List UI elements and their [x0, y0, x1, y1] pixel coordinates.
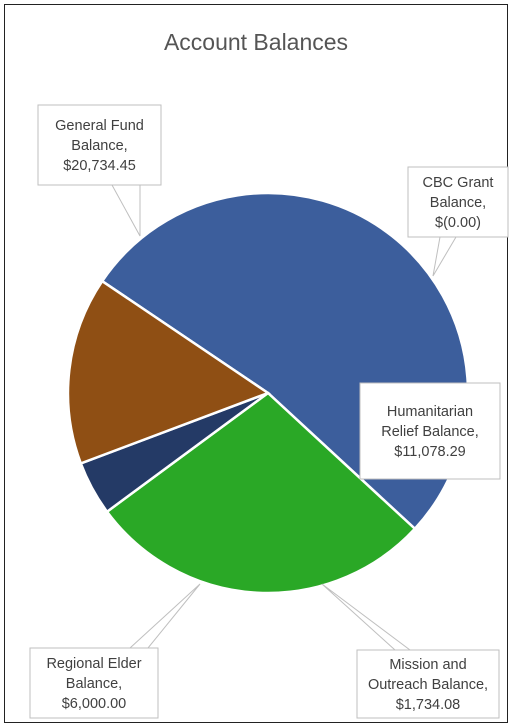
callout-text-line: Balance,: [66, 676, 122, 692]
callout-text-line: General Fund: [55, 118, 144, 134]
callout-box: [37, 104, 162, 186]
callout-text-line: Balance,: [430, 195, 486, 211]
callout-text-line: Mission and: [389, 657, 466, 673]
data-label-cbc-grant: CBC Grant Balance, $(0.00): [407, 166, 509, 277]
callout-pointer: [321, 583, 412, 651]
data-label-humanitarian-relief: Humanitarian Relief Balance, $11,078.29: [359, 382, 501, 480]
pie-slice-regional-elder: [66, 279, 271, 466]
callout-text-line: $20,734.45: [63, 158, 136, 174]
callout-pointer: [111, 184, 141, 237]
callout-text-line: Balance,: [71, 138, 127, 154]
callout-box: [29, 647, 159, 719]
callout-text-line: $1,734.08: [396, 697, 461, 713]
data-label-regional-elder: Regional Elder Balance, $6,000.00: [29, 583, 201, 719]
callout-text-line: Humanitarian: [387, 404, 473, 420]
chart-title: Account Balances: [163, 29, 349, 55]
callout-text-line: $6,000.00: [62, 696, 127, 712]
callout-text-line: $(0.00): [435, 215, 481, 231]
callout-pointer: [432, 236, 457, 277]
callout-text-line: Regional Elder: [46, 656, 141, 672]
callout-text-line: $11,078.29: [394, 444, 466, 460]
callout-text-line: Outreach Balance,: [368, 677, 488, 693]
data-label-general-fund: General Fund Balance, $20,734.45: [37, 104, 162, 237]
callout-text-line: Relief Balance,: [381, 424, 479, 440]
callout-box: [407, 166, 509, 238]
data-label-mission-outreach: Mission and Outreach Balance, $1,734.08: [321, 583, 500, 719]
callout-box: [356, 649, 500, 719]
callout-pointer: [128, 583, 201, 649]
callout-box: [359, 382, 501, 480]
callout-text-line: CBC Grant: [423, 175, 494, 191]
pie-slice-humanitarian-relief: [105, 391, 417, 595]
